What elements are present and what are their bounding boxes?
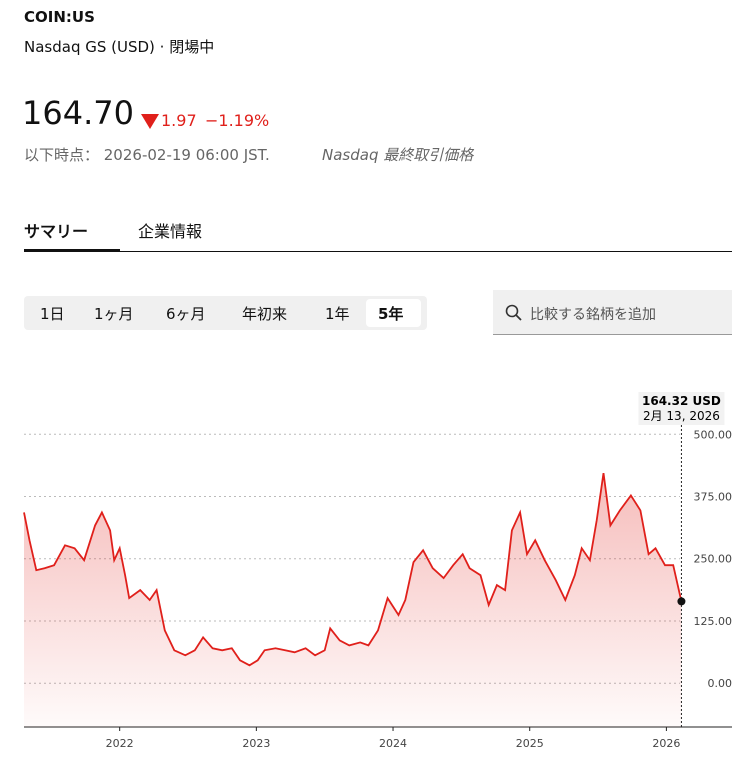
range-button[interactable]: 年初来 <box>242 305 288 323</box>
x-tick-label: 2026 <box>652 737 680 750</box>
y-tick-label: 250.00 <box>694 553 733 566</box>
x-tick-label: 2024 <box>379 737 407 750</box>
range-selected <box>366 299 421 327</box>
x-tick-label: 2025 <box>516 737 544 750</box>
y-tick-label: 375.00 <box>694 490 733 503</box>
timestamp: 以下時点： 2026-02-19 06:00 JST. <box>24 146 270 164</box>
price-line <box>23 472 683 667</box>
range-button[interactable]: 1日 <box>40 305 65 323</box>
tab[interactable]: サマリー <box>24 222 89 241</box>
tooltip-box <box>638 392 725 425</box>
exchange: Nasdaq GS (USD) · 閉場中 <box>24 38 215 56</box>
down-icon <box>141 114 159 129</box>
y-tick-label: 500.00 <box>694 428 733 441</box>
search-placeholder: 比較する銘柄を追加 <box>530 307 656 323</box>
tab-rule <box>24 251 732 252</box>
tab[interactable]: 企業情報 <box>138 222 203 241</box>
x-tick-label: 2023 <box>242 737 270 750</box>
y-tick-label: 0.00 <box>708 677 733 690</box>
x-tick-label: 2022 <box>106 737 134 750</box>
range-bar <box>24 296 427 330</box>
change-pct: −1.19% <box>205 111 270 130</box>
last-point <box>677 597 686 606</box>
search-box[interactable] <box>493 290 732 335</box>
range-button[interactable]: 6ヶ月 <box>166 305 206 323</box>
range-button[interactable]: 5年 <box>378 305 404 323</box>
search-icon <box>505 304 522 321</box>
symbol: COIN:US <box>24 8 95 26</box>
tab-indicator <box>24 249 120 252</box>
range-button[interactable]: 1ヶ月 <box>94 305 134 323</box>
source: Nasdaq 最終取引価格 <box>322 146 474 164</box>
y-tick-label: 125.00 <box>694 615 733 628</box>
change: 1.97 <box>161 111 197 130</box>
tooltip-date: 2月 13, 2026 <box>643 409 720 423</box>
tooltip-value: 164.32 USD <box>642 394 721 408</box>
range-button[interactable]: 1年 <box>325 305 350 323</box>
area-fill <box>24 473 682 727</box>
price: 164.70 <box>22 94 134 132</box>
